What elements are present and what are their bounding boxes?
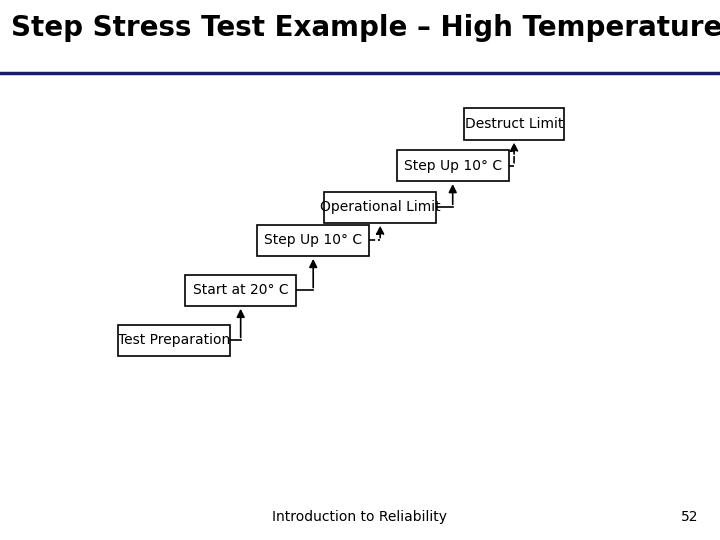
FancyBboxPatch shape [464,109,564,140]
FancyBboxPatch shape [397,150,508,181]
Text: Operational Limit: Operational Limit [320,200,441,214]
FancyBboxPatch shape [258,225,369,256]
Text: 52: 52 [681,510,698,524]
Text: Step Up 10° C: Step Up 10° C [264,233,362,247]
Text: Step Stress Test Example – High Temperature: Step Stress Test Example – High Temperat… [11,14,720,42]
Text: Step Up 10° C: Step Up 10° C [404,159,502,173]
FancyBboxPatch shape [324,192,436,223]
Text: Destruct Limit: Destruct Limit [465,117,563,131]
FancyBboxPatch shape [185,275,297,306]
FancyBboxPatch shape [118,325,230,356]
Text: Introduction to Reliability: Introduction to Reliability [272,510,448,524]
Text: Start at 20° C: Start at 20° C [193,284,289,298]
Text: Test Preparation: Test Preparation [117,333,230,347]
